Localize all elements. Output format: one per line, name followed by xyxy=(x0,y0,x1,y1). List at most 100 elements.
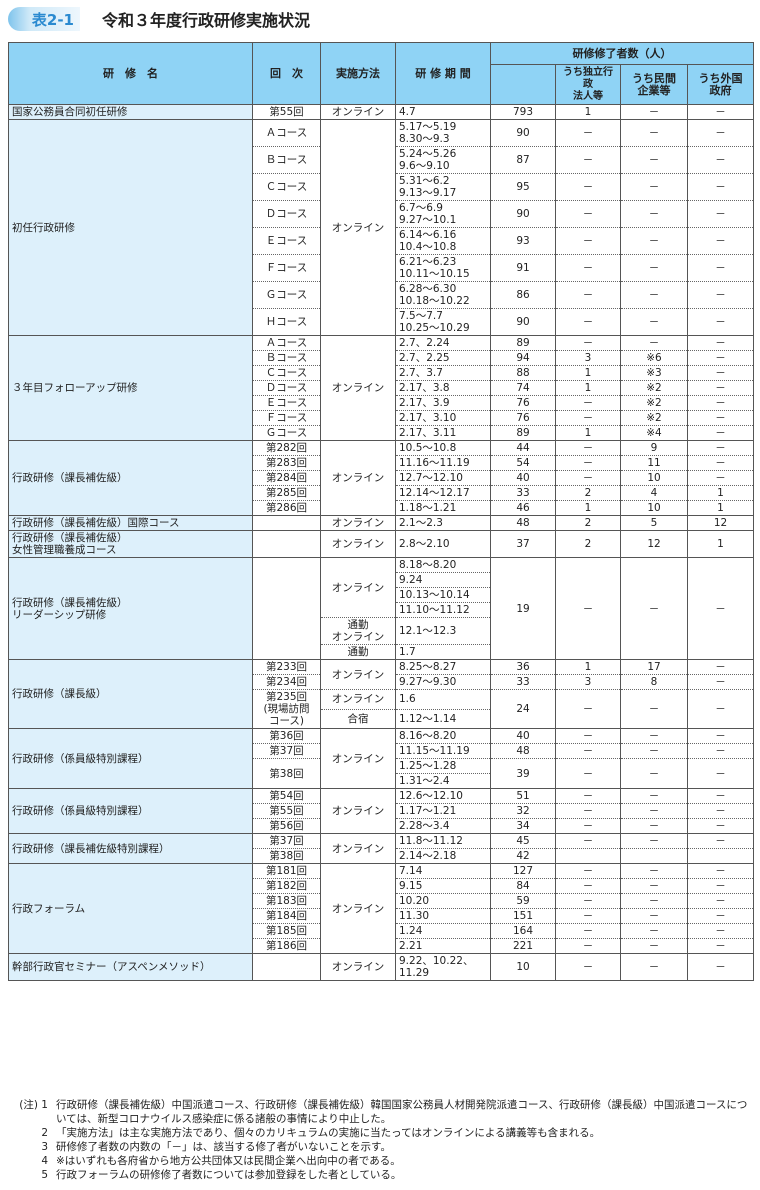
breakdown-cell: － xyxy=(687,425,754,441)
breakdown-cell: 12 xyxy=(620,530,688,558)
total-cell: 48 xyxy=(490,743,556,759)
period-cell: 5.24～5.26 9.6～9.10 xyxy=(395,146,491,174)
breakdown-cell: － xyxy=(555,254,621,282)
table-row: 行政研修（課長補佐級） リーダーシップ研修 オンライン 8.18～8.20 19 －－－ xyxy=(8,557,754,660)
note-item: 4 ※はいずれも各府省から地方公共団体又は民間企業へ出向中の者である。 xyxy=(8,1154,753,1168)
round-cell: 第282回 xyxy=(252,440,321,456)
breakdown-cell: － xyxy=(620,818,688,834)
table-row: 第55回 1.17～1.21 32 －－－ xyxy=(9,803,754,819)
breakdown-cell: － xyxy=(687,227,754,255)
breakdown-cell: 12 xyxy=(687,515,754,531)
round-cell: 第183回 xyxy=(252,893,321,909)
breakdown-cell: 3 xyxy=(555,674,621,690)
period-cell: 9.27～9.30 xyxy=(395,674,491,690)
breakdown-cell: － xyxy=(687,923,754,939)
table-row: 第37回 11.15～11.19 48 －－－ xyxy=(9,743,754,759)
period-cell: 2.17、3.10 xyxy=(395,410,491,426)
breakdown-cell: － xyxy=(687,863,754,879)
breakdown-cell: 2 xyxy=(555,485,621,501)
breakdown-cell: － xyxy=(687,728,754,744)
breakdown-cell: ※6 xyxy=(620,350,688,366)
round-cell: 第36回 xyxy=(252,728,321,744)
method-cell: オンライン xyxy=(320,833,396,864)
period-cell: 1.25～1.28 xyxy=(395,758,491,774)
total-cell: 32 xyxy=(490,803,556,819)
breakdown-cell: － xyxy=(687,365,754,381)
round-cell: 第54回 xyxy=(252,788,321,804)
note-item: 5 行政フォーラムの研修修了者数については参加登録をした者としている。 xyxy=(8,1168,753,1182)
total-cell: 24 xyxy=(490,689,556,729)
method-cell: オンライン xyxy=(320,689,396,709)
breakdown-cell: － xyxy=(687,788,754,804)
note-item: 2 「実施方法」は主な実施方法であり、個々のカリキュラムの実施に当たってはオンライ… xyxy=(8,1126,753,1140)
breakdown-cell: － xyxy=(687,659,754,675)
table-row: 第235回 (現場訪問 コース) オンライン 1.6 24 －－－ xyxy=(9,689,754,729)
period-cell: 6.21～6.23 10.11～10.15 xyxy=(395,254,491,282)
method-cell: オンライン xyxy=(320,515,396,531)
table-row: Ｇコース 2.17、3.11 89 1 ※4 － xyxy=(9,425,754,441)
breakdown-cell: ※3 xyxy=(620,365,688,381)
breakdown-cell: － xyxy=(620,893,688,909)
table-row: 合宿 1.12～1.14 xyxy=(9,708,754,729)
table-row: Ｅコース 6.14～6.16 10.4～10.8 93 －－－ xyxy=(9,227,754,255)
breakdown-cell: － xyxy=(555,818,621,834)
method-cell: オンライン xyxy=(320,728,396,789)
breakdown-cell: － xyxy=(687,410,754,426)
period-cell: 9.15 xyxy=(395,878,491,894)
total-cell: 51 xyxy=(490,788,556,804)
total-cell: 39 xyxy=(490,758,556,789)
total-cell: 40 xyxy=(490,470,556,486)
table-row: Ｃコース 2.7、3.7 88 1 ※3 － xyxy=(9,365,754,381)
method-cell: オンライン xyxy=(320,659,396,690)
training-name: 初任行政研修 xyxy=(8,119,253,336)
breakdown-cell: 1 xyxy=(687,485,754,501)
period-cell: 7.5～7.7 10.25～10.29 xyxy=(395,308,491,336)
breakdown-cell: － xyxy=(555,173,621,201)
period-cell: 10.13～10.14 xyxy=(395,587,491,603)
method-cell: オンライン xyxy=(320,440,396,516)
breakdown-cell: － xyxy=(555,743,621,759)
round-cell: 第37回 xyxy=(252,743,321,759)
round-cell: 第181回 xyxy=(252,863,321,879)
breakdown-cell: － xyxy=(555,308,621,336)
round-cell: Ｆコース xyxy=(252,254,321,282)
breakdown-cell: － xyxy=(620,689,688,729)
round-cell: Ｂコース xyxy=(252,350,321,366)
table-row: 11.10～11.12 xyxy=(9,602,754,618)
breakdown-cell: － xyxy=(620,878,688,894)
round-cell xyxy=(252,557,321,660)
note-item: (注) 1 行政研修（課長補佐級）中国派遣コース、行政研修（課長補佐級）韓国国家公… xyxy=(8,1098,753,1126)
round-cell: Ｈコース xyxy=(252,308,321,336)
total-cell: 74 xyxy=(490,380,556,396)
breakdown-cell: － xyxy=(555,689,621,729)
table-row: 第182回 9.15 84 －－－ xyxy=(9,878,754,894)
total-cell: 40 xyxy=(490,728,556,744)
total-cell: 86 xyxy=(490,281,556,309)
table-row: 通勤 オンライン 12.1～12.3 xyxy=(9,617,754,645)
table-row: 行政研修（課長級） 第233回 オンライン 8.25～8.27 36 1 17 － xyxy=(8,659,754,729)
breakdown-cell: － xyxy=(620,938,688,954)
table-row: 第38回 1.25～1.28 39 －－－ xyxy=(9,758,754,789)
table-body: 国家公務員合同初任研修 第55回 オンライン 4.7 793 1 －－初任行政研修 Ａコースオ… xyxy=(8,104,754,981)
breakdown-cell: － xyxy=(687,254,754,282)
period-cell: 2.28～3.4 xyxy=(395,818,491,834)
training-name: ３年目フォローアップ研修 xyxy=(8,335,253,441)
breakdown-cell: － xyxy=(620,557,688,660)
table-row: 幹部行政官セミナー（アスペンメソッド） オンライン 9.22、10.22、 11.2… xyxy=(8,953,754,981)
note-text: 行政フォーラムの研修修了者数については参加登録をした者としている。 xyxy=(56,1169,402,1181)
period-cell: 2.7、2.24 xyxy=(395,335,491,351)
breakdown-cell: － xyxy=(687,803,754,819)
breakdown-cell: － xyxy=(620,335,688,351)
note-text: 行政研修（課長補佐級）中国派遣コース、行政研修（課長補佐級）韓国国家公務員人材開… xyxy=(56,1099,748,1125)
period-cell: 2.1～2.3 xyxy=(395,515,491,531)
period-cell: 10.5～10.8 xyxy=(395,440,491,456)
breakdown-cell: － xyxy=(620,743,688,759)
total-cell: 93 xyxy=(490,227,556,255)
note-number: 2 xyxy=(41,1127,48,1139)
breakdown-cell: － xyxy=(555,953,621,981)
breakdown-cell: － xyxy=(555,758,621,789)
breakdown-cell: ※2 xyxy=(620,395,688,411)
table-row: Ｂコース 5.24～5.26 9.6～9.10 87 －－－ xyxy=(9,146,754,174)
breakdown-cell: － xyxy=(555,923,621,939)
table-row: 第186回 2.21 221 －－－ xyxy=(9,938,754,954)
